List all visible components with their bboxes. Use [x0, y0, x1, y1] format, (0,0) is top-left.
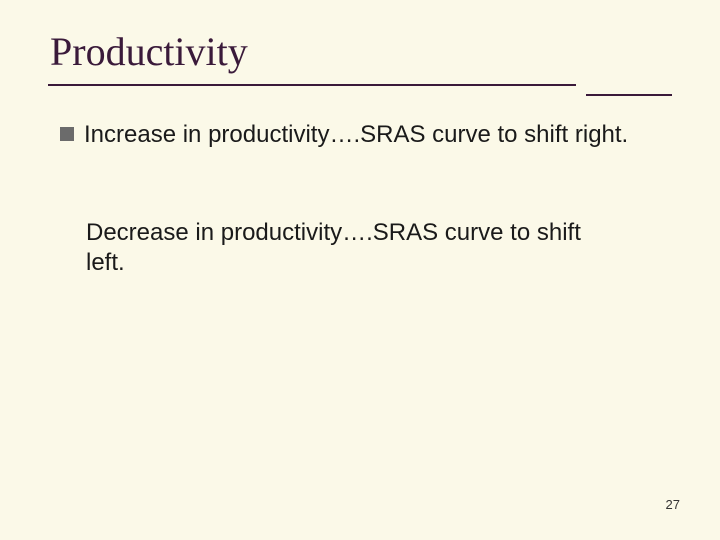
slide-title: Productivity [50, 28, 248, 75]
body-paragraph: Decrease in productivity….SRAS curve to … [86, 218, 626, 278]
slide-body: Increase in productivity….SRAS curve to … [60, 120, 660, 278]
title-underline-long [48, 84, 576, 86]
bullet-item: Increase in productivity….SRAS curve to … [60, 120, 660, 150]
bullet-text: Increase in productivity….SRAS curve to … [84, 120, 660, 150]
page-number: 27 [666, 497, 680, 512]
title-underline-short [586, 94, 672, 96]
slide: Productivity Increase in productivity….S… [0, 0, 720, 540]
square-bullet-icon [60, 127, 74, 141]
